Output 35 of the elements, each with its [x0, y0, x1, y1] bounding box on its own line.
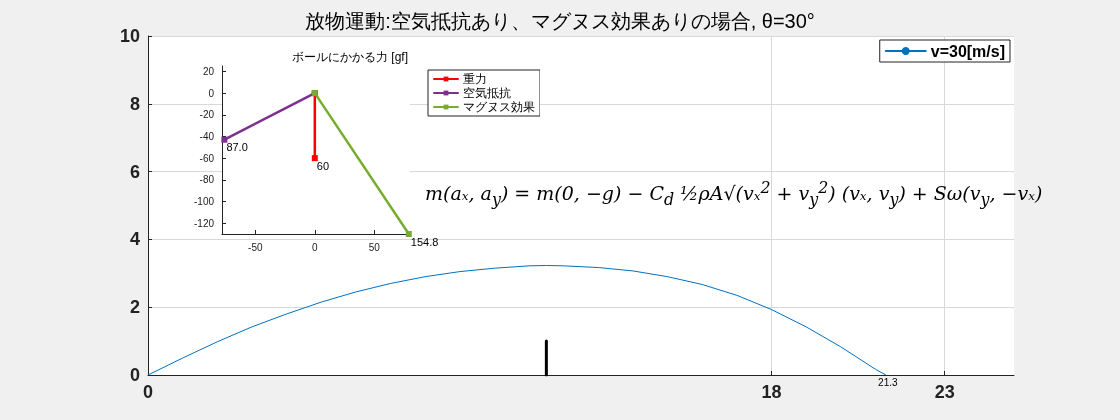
- y-tick-label: 0: [129, 365, 140, 385]
- x-tick-label: 0: [312, 241, 319, 253]
- x-tick-label: 18: [761, 382, 782, 402]
- y-tick-label: -20: [199, 109, 215, 121]
- y-tick-label: -60: [199, 152, 215, 164]
- y-tick-label: 4: [129, 229, 140, 250]
- point: [405, 231, 412, 237]
- x-tick-label: 0: [142, 382, 154, 402]
- x-tick-label: -50: [248, 241, 263, 253]
- y-tick-label: -100: [193, 195, 215, 207]
- y-tick-label: 2: [129, 297, 140, 318]
- y-tick-label: 0: [208, 87, 215, 99]
- chart-title: 放物運動:空気抵抗あり、マグヌス効果ありの場合, θ=30°: [305, 10, 815, 32]
- x-tick-label: 23: [934, 382, 955, 402]
- legend-label: 重力: [463, 72, 487, 86]
- point: [221, 136, 228, 143]
- annotation: 87.0: [226, 141, 248, 154]
- y-tick-label: -120: [193, 217, 215, 229]
- y-tick-label: -80: [199, 174, 215, 186]
- text: m(aₓ, a$_{y}$) = m(0, −g) − C$_{d}$ ½ρA√(vₓ$^{2}$ + v$_{y}$$^{2}$) (vₓ, v$_{y}$) + Sω(v$_{y}$, −vₓ): [425, 178, 1043, 210]
- legend-label: v=30[m/s]: [930, 42, 1005, 60]
- legend-label: 空気抵抗: [463, 86, 511, 100]
- annotation: 154.8: [410, 235, 439, 248]
- y-tick-label: 10: [119, 26, 140, 46]
- annotation: 21.3: [878, 376, 898, 388]
- point: [311, 155, 318, 162]
- x-tick-label: 50: [368, 241, 381, 253]
- y-tick-label: 8: [129, 93, 140, 114]
- chart-title: ボールにかかる力 [gf]: [291, 50, 409, 64]
- annotation: 60: [316, 159, 330, 172]
- y-tick-label: -40: [199, 130, 215, 142]
- line-series: [147, 265, 887, 376]
- y-tick-label: 20: [202, 65, 215, 77]
- y-tick-label: 6: [129, 161, 140, 182]
- legend-label: マグヌス効果: [463, 100, 535, 114]
